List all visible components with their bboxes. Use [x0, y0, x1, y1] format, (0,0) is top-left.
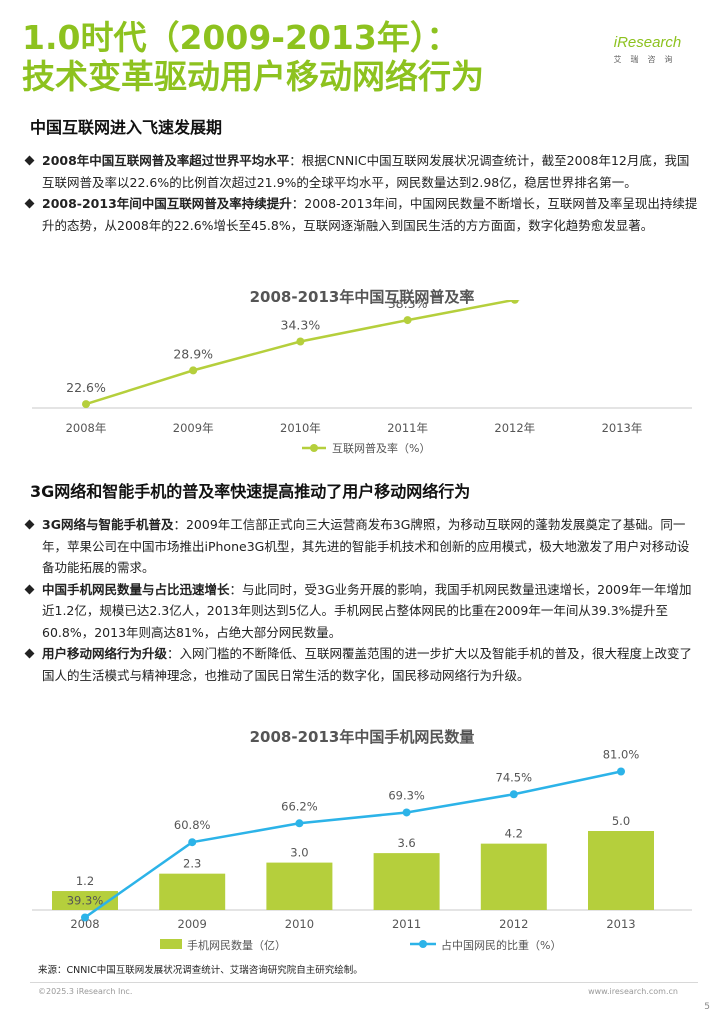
logo-subtitle: 艾瑞咨询	[613, 55, 682, 64]
chart1-data-label: 38.3%	[388, 300, 428, 311]
chart1-legend-label: 互联网普及率（%）	[332, 441, 430, 455]
section2-heading: 3G网络和智能手机的普及率快速提高推动了用户移动网络行为	[30, 482, 471, 501]
chart1-x-tick: 2009年	[173, 421, 214, 435]
chart2-bar-label: 5.0	[612, 814, 630, 828]
chart2-legend-marker	[419, 940, 427, 948]
section1-heading: 中国互联网进入飞速发展期	[30, 118, 223, 137]
chart1-x-tick: 2012年	[494, 421, 535, 435]
bullet-item: 2008-2013年间中国互联网普及率持续提升：2008-2013年间，中国网民…	[24, 193, 698, 236]
page-title: 1.0时代（2009-2013年）： 技术变革驱动用户移动网络行为	[22, 18, 484, 96]
chart2-share-point	[81, 913, 89, 922]
bullet-text: ：2009年工信部正式向三大运营商发布3G牌照，为移动互联网的蓬勃发展奠定了基础…	[42, 517, 690, 575]
copyright: ©2025.3 iResearch Inc.	[38, 987, 133, 996]
chart2-bar	[373, 853, 440, 910]
chart2-share-label: 69.3%	[388, 788, 425, 802]
chart2-bar-label: 1.2	[76, 874, 94, 888]
page-number: 5	[704, 1002, 710, 1012]
section1-bullets: 2008年中国互联网普及率超过世界平均水平：根据CNNIC中国互联网发展状况调查…	[24, 150, 698, 236]
chart2-share-label: 74.5%	[496, 770, 533, 784]
chart1-data-label: 22.6%	[66, 380, 106, 395]
bullet-lead: 中国手机网民数量与占比迅速增长	[42, 581, 230, 597]
chart2-bar	[588, 831, 654, 910]
chart2-bar-label: 3.6	[397, 836, 415, 850]
chart2-bar	[480, 843, 547, 910]
iresearch-logo: iResearch 艾瑞咨询	[600, 34, 695, 66]
diamond-bullet-icon	[24, 198, 35, 209]
website-link[interactable]: www.iresearch.com.cn	[588, 987, 678, 996]
chart2-mobile-netizens: 1.2 2008 2.3 2009 3.0 2010 3.6 2011 4.2 2012 5.0 20…	[32, 748, 692, 952]
chart2-x-tick: 2008	[70, 917, 99, 931]
chart1-point	[296, 337, 305, 346]
chart2-bar	[266, 862, 333, 910]
chart1-point	[510, 300, 519, 304]
chart2-share-point	[188, 838, 197, 847]
chart2-x-tick: 2013	[606, 917, 635, 931]
chart1-point	[403, 316, 412, 325]
chart1-x-tick: 2010年	[280, 421, 321, 435]
section2-bullets: 3G网络与智能手机普及：2009年工信部正式向三大运营商发布3G牌照，为移动互联…	[24, 514, 698, 686]
logo-wordmark: iResearch	[613, 34, 682, 51]
bullet-text: ：根据CNNIC中国互联网发展状况调查统计，截至2008年12月底，我国互联网普…	[42, 153, 690, 190]
chart1-internet-penetration: 22.6% 2008年 28.9% 2009年 34.3% 2010年 38.3% 2011年…	[32, 300, 692, 455]
chart1-x-tick: 2008年	[66, 421, 107, 435]
diamond-bullet-icon	[24, 519, 35, 530]
chart2-bar	[159, 873, 226, 910]
chart2-share-line	[84, 770, 622, 919]
bullet-lead: 2008年中国互联网普及率超过世界平均水平	[42, 153, 290, 168]
chart1-title: 2008-2013年中国互联网普及率	[249, 288, 475, 306]
diamond-bullet-icon	[24, 648, 35, 659]
page-title-line1: 1.0时代（2009-2013年）：	[22, 18, 460, 57]
chart2-legend-bar-label: 手机网民数量（亿）	[187, 938, 286, 952]
chart2-share-point	[509, 790, 518, 799]
chart1-x-tick: 2013年	[602, 421, 643, 435]
bullet-item: 3G网络与智能手机普及：2009年工信部正式向三大运营商发布3G牌照，为移动互联…	[24, 514, 698, 579]
bullet-lead: 用户移动网络行为升级	[42, 646, 168, 661]
chart2-share-point	[402, 808, 411, 817]
source-note: 来源：CNNIC中国互联网发展状况调查统计、艾瑞咨询研究院自主研究绘制。	[38, 965, 363, 976]
chart1-point	[189, 366, 198, 375]
chart1-point	[82, 400, 90, 409]
bullet-item: 中国手机网民数量与占比迅速增长：与此同时，受3G业务开展的影响，我国手机网民数量…	[24, 579, 698, 644]
chart2-x-tick: 2011	[392, 917, 421, 931]
chart1-data-label: 34.3%	[281, 317, 321, 332]
chart2-bar-label: 2.3	[183, 857, 201, 871]
chart2-legend-bar-swatch	[160, 939, 182, 949]
chart1-series-line	[85, 300, 521, 406]
bullet-item: 用户移动网络行为升级：入网门槛的不断降低、互联网覆盖范围的进一步扩大以及智能手机…	[24, 643, 698, 686]
chart2-share-label: 66.2%	[281, 799, 318, 813]
chart2-title: 2008-2013年中国手机网民数量	[249, 728, 475, 746]
chart2-share-point	[617, 767, 625, 776]
chart2-share-label: 60.8%	[174, 818, 211, 832]
chart2-x-tick: 2009	[178, 917, 207, 931]
chart1-x-tick: 2011年	[387, 421, 428, 435]
diamond-bullet-icon	[24, 584, 35, 594]
chart2-bar-label: 3.0	[290, 846, 308, 860]
diamond-bullet-icon	[24, 155, 35, 166]
chart1-legend-marker	[310, 444, 318, 452]
chart2-share-label: 39.3%	[67, 893, 104, 907]
chart2-share-point	[295, 819, 304, 828]
chart2-x-tick: 2012	[499, 917, 528, 931]
bullet-text: ：入网门槛的不断降低、互联网覆盖范围的进一步扩大以及智能手机的普及，很大程度上改…	[42, 646, 693, 683]
bullet-lead: 3G网络与智能手机普及	[42, 517, 174, 532]
bullet-text: ：2008-2013年间，中国网民数量不断增长，互联网普及率呈现出持续提升的态势…	[42, 196, 698, 233]
page-title-line2: 技术变革驱动用户移动网络行为	[22, 57, 484, 96]
footer-divider	[30, 982, 698, 983]
chart2-share-label: 81.0%	[603, 748, 640, 762]
chart2-x-tick: 2010	[285, 917, 314, 931]
chart2-bar-label: 4.2	[505, 827, 523, 841]
chart1-data-label: 28.9%	[173, 346, 213, 361]
bullet-text: ：与此同时，受3G业务开展的影响，我国手机网民数量迅速增长，2009年一年增加近…	[42, 581, 692, 640]
chart2-legend-line-label: 占中国网民的比重（%）	[441, 938, 561, 952]
bullet-lead: 2008-2013年间中国互联网普及率持续提升	[42, 196, 292, 211]
bullet-item: 2008年中国互联网普及率超过世界平均水平：根据CNNIC中国互联网发展状况调查…	[24, 150, 698, 193]
